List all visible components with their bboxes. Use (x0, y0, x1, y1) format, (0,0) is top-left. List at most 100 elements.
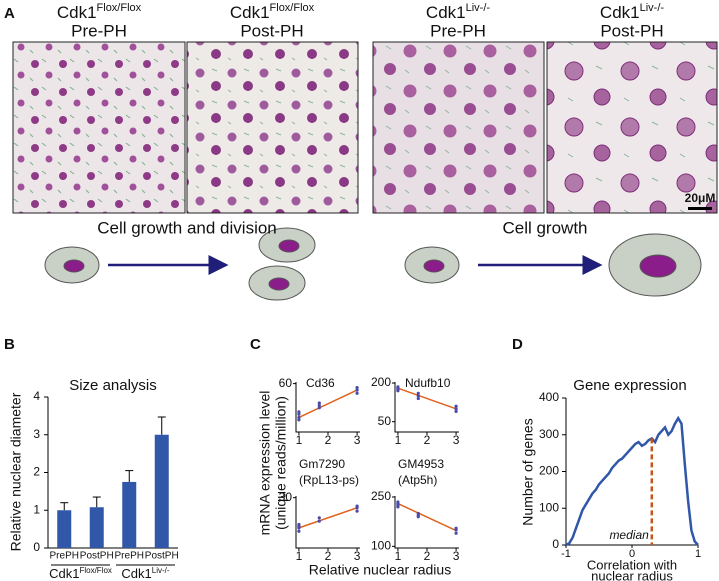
micrograph (372, 41, 545, 214)
x-tick-label: PostPH (145, 551, 179, 562)
image-header: Cdk1Flox/Flox (57, 2, 142, 23)
y-axis-label: Number of genes (520, 418, 536, 525)
point (355, 391, 359, 395)
axes (295, 382, 360, 433)
point (297, 529, 301, 533)
gene: Cdk1 (600, 3, 640, 22)
y-tick-label: 250 (371, 489, 391, 503)
point (355, 388, 359, 392)
x-tick-label: 3 (453, 549, 460, 563)
x-tick-label: 2 (325, 433, 332, 447)
point (416, 513, 420, 517)
point (317, 516, 321, 520)
gene: Cdk1 (230, 3, 270, 22)
image-header: Cdk1Liv-/- (426, 2, 490, 23)
scale-bar-label: 20μM (685, 191, 716, 205)
x-tick-label: 3 (453, 433, 460, 447)
subplot-title: GM4953 (398, 457, 444, 471)
point (416, 396, 420, 401)
x-axis-label: nuclear radius (591, 568, 673, 581)
line (565, 415, 699, 547)
point (297, 410, 301, 414)
y-tick-label: 3 (33, 427, 40, 441)
y-axis-label: Relative nuclear diameter (8, 392, 24, 551)
point (454, 526, 458, 530)
x-axis-label: Correlation with (587, 557, 677, 572)
point (317, 519, 321, 523)
point (317, 401, 321, 405)
group-label: Cdk1Flox/Flox (49, 566, 112, 581)
point (396, 505, 400, 509)
y-tick-label: 100 (371, 539, 391, 553)
subplot-subtitle: (Atp5h) (398, 473, 437, 487)
point (355, 504, 359, 508)
point (355, 509, 359, 513)
axes (295, 496, 360, 549)
genotype: Liv-/- (640, 2, 665, 14)
gene: Cdk1 (426, 3, 466, 22)
diagram-label: Cell growth and division (97, 218, 277, 237)
subplot-subtitle: (RpL13-ps) (299, 473, 359, 487)
y-tick-label: 2 (33, 465, 40, 479)
subplot-title: Ndufb10 (405, 376, 451, 390)
x-tick-label: 1 (395, 549, 402, 563)
diagram (44, 227, 702, 301)
x-tick-label: PrePH (115, 551, 144, 562)
stage: Pre-PH (71, 21, 127, 40)
stage: Pre-PH (430, 21, 486, 40)
y-tick-label: 30 (279, 490, 293, 504)
micrograph (186, 41, 359, 214)
stage: Post-PH (600, 21, 663, 40)
point (396, 389, 400, 393)
point (416, 391, 420, 395)
y-axis-label: (unique reads/million) (273, 396, 289, 530)
bar (122, 481, 137, 548)
micrograph (12, 41, 186, 214)
x-tick-label: PrePH (50, 551, 79, 562)
axes (394, 382, 459, 433)
image-header: Cdk1Liv-/- (600, 2, 664, 23)
y-tick-label: 400 (539, 390, 559, 404)
x-tick-label: 1 (695, 548, 701, 560)
bar (154, 434, 169, 548)
group-sup: Liv-/- (152, 566, 170, 575)
point (317, 403, 321, 407)
y-tick-label: 60 (279, 376, 293, 390)
panel-label: A (4, 5, 15, 22)
x-tick-label: 3 (354, 549, 361, 563)
y-tick-label: 0 (552, 537, 559, 551)
fit-line (397, 387, 457, 410)
point (297, 415, 301, 420)
point (297, 412, 301, 416)
x-tick-label: 2 (325, 549, 332, 563)
y-tick-label: 4 (33, 389, 40, 403)
fit-line (298, 507, 358, 529)
axes (394, 496, 459, 549)
x-tick-label: 0 (629, 548, 635, 560)
subplot-title: Cd36 (306, 376, 335, 390)
x-tick-label: 1 (296, 549, 303, 563)
point (355, 386, 359, 390)
stage: Post-PH (240, 21, 303, 40)
chart-title: Gene expression (573, 377, 686, 394)
y-tick-label: 0 (33, 540, 40, 554)
point (454, 404, 458, 408)
y-tick-label: 1 (33, 502, 40, 516)
group-name: Cdk1 (121, 566, 151, 581)
diagram-label: Cell growth (502, 218, 587, 237)
bar (89, 507, 104, 548)
point (396, 500, 400, 504)
group-sup: Flox/Flox (79, 566, 111, 575)
gene: Cdk1 (57, 3, 97, 22)
annotation: median (609, 528, 649, 542)
genotype: Liv-/- (466, 2, 491, 14)
x-axis-label: Relative nuclear radius (309, 562, 451, 578)
y-tick-label: 100 (539, 500, 559, 514)
point (454, 409, 458, 413)
y-tick-label: 200 (371, 375, 391, 389)
chart-title: Size analysis (69, 377, 157, 394)
panel-label: D (512, 336, 523, 353)
fit-line (298, 389, 358, 419)
x-tick-label: 3 (354, 433, 361, 447)
